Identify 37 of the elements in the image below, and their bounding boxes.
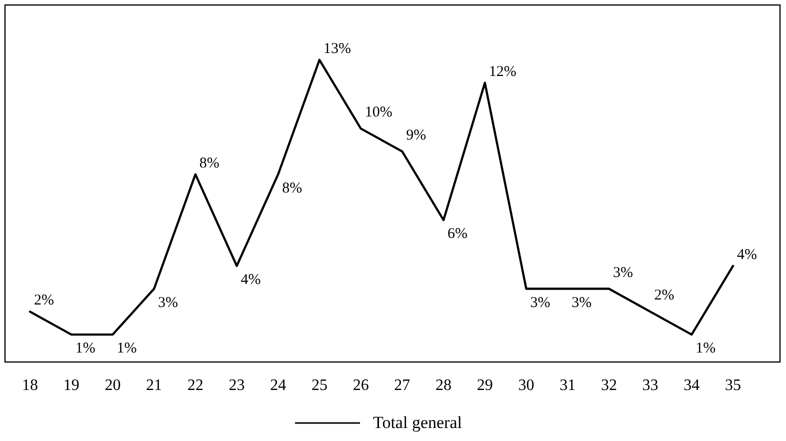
data-label: 2% [654,288,674,304]
data-label: 4% [240,272,261,288]
data-label: 8% [282,180,302,196]
x-tick-label: 30 [518,377,534,394]
legend-label: Total general [373,413,462,432]
x-tick-label: 33 [642,377,658,394]
x-tick-label: 24 [270,377,286,394]
x-tick-label: 35 [725,377,741,394]
data-label: 10% [364,104,392,121]
x-tick-label: 26 [352,377,369,394]
data-label: 8% [199,155,220,172]
x-tick-label: 29 [476,377,493,394]
data-label: 9% [406,127,426,144]
data-label: 1% [116,340,137,357]
x-tick-label: 19 [63,377,80,394]
x-tick-label: 18 [22,377,38,394]
x-tick-label: 20 [104,377,121,394]
x-tick-label: 21 [146,377,162,394]
x-tick-label: 22 [187,377,204,394]
x-tick-label: 28 [436,377,452,394]
data-label: 12% [488,64,516,80]
data-label: 3% [158,294,178,311]
x-tick-label: 34 [684,377,700,394]
data-label: 3% [612,264,633,281]
data-label: 3% [572,294,592,311]
x-tick-label: 32 [600,377,617,394]
x-tick-label: 23 [228,377,245,394]
data-label: 1% [696,340,716,357]
data-label: 4% [737,246,757,263]
data-label: 2% [34,292,54,309]
data-label: 13% [323,40,351,57]
x-tick-label: 31 [560,377,576,394]
x-tick-label: 27 [394,377,410,394]
x-tick-label: 25 [311,377,328,394]
data-label: 6% [448,226,468,242]
data-label: 3% [530,294,550,311]
data-label: 1% [75,340,96,357]
